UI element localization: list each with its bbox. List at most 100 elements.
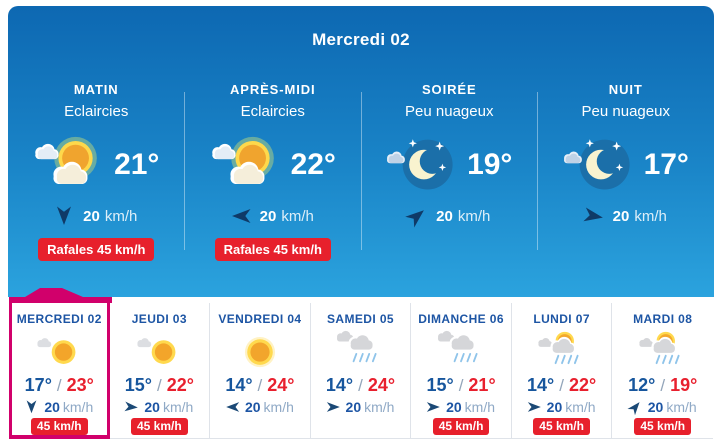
wind-speed: 20 [345, 399, 362, 415]
gust-badge: Rafales 45 km/h [214, 238, 331, 261]
wind-row: 20 km/h [538, 206, 715, 226]
day-label: MERCREDI 02 [16, 312, 102, 326]
wind-row: 20 km/h [361, 206, 538, 228]
column-divider [537, 92, 538, 250]
column-divider [361, 92, 362, 250]
day-temps: 12° / 19° [612, 376, 713, 394]
period-condition: Peu nuageux [405, 103, 494, 120]
day-tab-samedi-05[interactable]: SAMEDI 05 14° / 24° 20 km/h [310, 303, 412, 439]
sun-small-cloud-icon [12, 331, 107, 374]
wind-row: 20 km/h [411, 399, 511, 415]
day-tab-vendredi-04[interactable]: VENDREDI 04 14° / 24° 20 km/h [210, 303, 311, 439]
temp-separator: / [358, 376, 363, 395]
day-temps: 15° / 21° [411, 376, 511, 394]
temp-max: 22° [569, 375, 597, 395]
wind-row: 20 km/h [311, 399, 411, 415]
gust-badge: 45 km/h [131, 418, 188, 435]
temp-min: 14° [225, 375, 253, 395]
temp-separator: / [458, 376, 464, 395]
wind-row: 20 km/h [210, 399, 310, 415]
period-temperature: 21° [114, 148, 160, 181]
period-columns: MATIN Eclaircies 21° 20 km/h Rafales 45 … [8, 6, 714, 297]
wind-speed: 20 [546, 399, 563, 415]
day-temps: 15° / 22° [110, 376, 210, 394]
day-tab-mercredi-02[interactable]: MERCREDI 02 17° / 23° 20 km/h 45 km/h [9, 303, 110, 439]
moon-stars-icon [563, 134, 637, 197]
sun-clouds-icon [33, 134, 107, 197]
period-condition: Eclaircies [240, 103, 305, 120]
gust-badge: 45 km/h [533, 418, 590, 435]
wind-row: 20 km/h [612, 397, 713, 416]
period-name: APRÈS-MIDI [229, 82, 316, 97]
day-tab-lundi-07[interactable]: LUNDI 07 14° / 22° 20 km/h 45 km/h [511, 303, 613, 439]
wind-direction-icon [55, 206, 73, 226]
sun-cloud-rain-icon [612, 331, 713, 374]
temp-min: 15° [124, 375, 152, 395]
wind-speed: 20 [446, 399, 462, 415]
temp-max: 19° [670, 375, 698, 395]
day-tab-dimanche-06[interactable]: DIMANCHE 06 15° / 21° 20 km/h 45 km/h [411, 303, 512, 439]
temp-max: 23° [66, 375, 94, 395]
wind-unit: km/h [364, 399, 395, 415]
wind-direction-icon [426, 401, 441, 414]
wind-row: 20 km/h [110, 399, 210, 415]
day-temps: 14° / 22° [512, 376, 612, 394]
day-label: VENDREDI 04 [218, 312, 302, 326]
temp-separator: / [257, 376, 263, 395]
temp-separator: / [660, 376, 666, 395]
wind-speed: 20 [647, 399, 664, 415]
period-temperature: 17° [643, 148, 689, 181]
wind-unit: km/h [104, 207, 138, 225]
wind-unit: km/h [565, 399, 596, 415]
day-label: SAMEDI 05 [327, 312, 394, 326]
wind-direction-icon [326, 401, 340, 414]
sun-icon [210, 331, 310, 374]
wind-direction-icon [626, 397, 645, 416]
period-condition: Peu nuageux [581, 103, 670, 120]
wind-speed: 20 [259, 207, 277, 225]
temp-max: 21° [468, 375, 496, 395]
wind-direction-icon [124, 400, 139, 414]
column-divider [184, 92, 185, 250]
day-tab-jeudi-03[interactable]: JEUDI 03 15° / 22° 20 km/h 45 km/h [109, 303, 211, 439]
wind-unit: km/h [162, 399, 194, 415]
wind-row: 20 km/h [512, 399, 612, 415]
day-label: LUNDI 07 [533, 312, 590, 326]
temp-max: 22° [166, 375, 194, 395]
wind-speed: 20 [436, 207, 453, 225]
day-temps: 14° / 24° [210, 376, 310, 394]
wind-unit: km/h [62, 399, 94, 415]
period-name: NUIT [608, 82, 643, 97]
temp-min: 14° [527, 375, 555, 395]
clouds-rain-icon [311, 330, 411, 374]
day-label: DIMANCHE 06 [418, 312, 504, 326]
wind-direction-icon [582, 205, 605, 226]
wind-row: 20 km/h [8, 206, 185, 226]
temp-min: 14° [325, 375, 354, 395]
wind-row: 20 km/h [12, 399, 107, 415]
wind-unit: km/h [263, 399, 294, 415]
page-title: Mercredi 02 [312, 30, 410, 49]
temp-min: 12° [628, 375, 656, 395]
sun-cloud-rain-icon [512, 331, 612, 374]
gust-badge: 45 km/h [30, 418, 88, 435]
wind-speed: 20 [44, 399, 60, 415]
temp-min: 15° [426, 375, 454, 395]
wind-unit: km/h [281, 207, 314, 225]
day-label: JEUDI 03 [131, 312, 187, 326]
clouds-rain-icon [411, 330, 511, 374]
day-tab-mardi-08[interactable]: MARDI 08 12° / 19° 20 km/h 45 km/h [612, 303, 713, 439]
period-name: SOIRÉE [421, 82, 477, 97]
sun-small-cloud-icon [110, 331, 210, 374]
gust-badge: Rafales 45 km/h [38, 238, 155, 261]
period-temperature: 19° [467, 148, 513, 181]
period-name: MATIN [73, 82, 119, 97]
day-temps: 17° / 23° [12, 376, 107, 394]
temp-separator: / [56, 376, 62, 395]
moon-stars-icon [386, 134, 460, 197]
day-label: MARDI 08 [633, 312, 693, 326]
temp-separator: / [156, 376, 162, 395]
wind-speed: 20 [244, 399, 261, 415]
wind-speed: 20 [83, 207, 100, 225]
period-column-apres-midi: APRÈS-MIDI Eclaircies 22° 20 km/h Rafale… [185, 6, 362, 297]
